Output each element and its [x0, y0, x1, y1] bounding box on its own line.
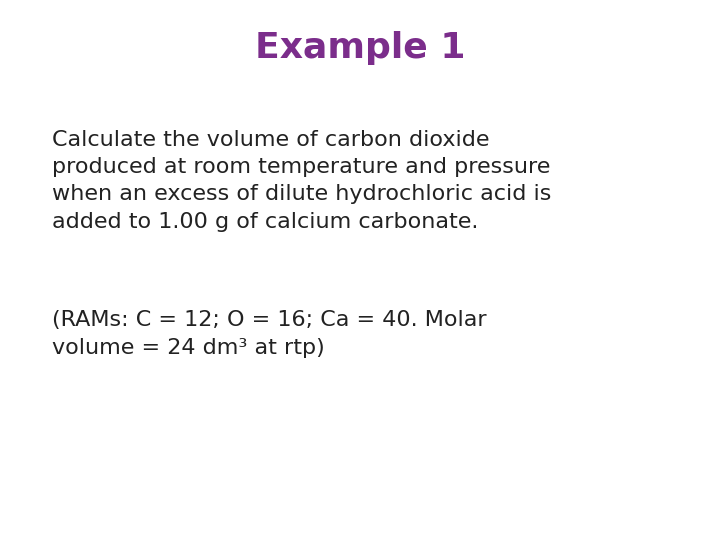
Text: Calculate the volume of carbon dioxide
produced at room temperature and pressure: Calculate the volume of carbon dioxide p… [52, 130, 552, 232]
Text: volume = 24 dm³ at rtp): volume = 24 dm³ at rtp) [52, 338, 325, 358]
Text: Example 1: Example 1 [255, 31, 465, 65]
Text: (RAMs: C = 12; O = 16; Ca = 40. Molar: (RAMs: C = 12; O = 16; Ca = 40. Molar [52, 310, 487, 330]
